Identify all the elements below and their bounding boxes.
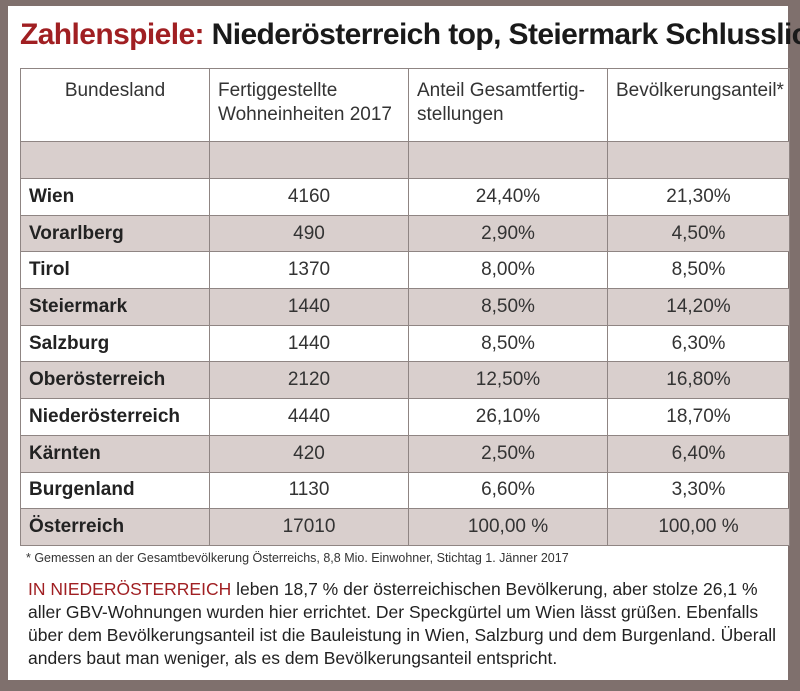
units-value: 4160 bbox=[209, 178, 409, 216]
article-paragraph: IN NIEDERÖSTERREICH leben 18,7 % der öst… bbox=[28, 578, 788, 670]
table-row: Wien 4160 24,40% 21,30% bbox=[20, 178, 790, 216]
population-value: 14,20% bbox=[607, 288, 790, 326]
share-value: 8,50% bbox=[408, 324, 608, 363]
table-row: Steiermark 1440 8,50% 14,20% bbox=[20, 288, 790, 326]
footnote: * Gemessen an der Gesamtbevölkerung Öste… bbox=[26, 551, 569, 565]
state-name: Oberösterreich bbox=[20, 361, 210, 400]
units-value: 1440 bbox=[209, 288, 409, 326]
state-name: Vorarlberg bbox=[20, 214, 210, 253]
units-value: 2120 bbox=[209, 361, 409, 400]
share-value: 6,60% bbox=[408, 471, 608, 510]
table-row: Niederösterreich 4440 26,10% 18,70% bbox=[20, 398, 790, 436]
state-name: Burgenland bbox=[20, 471, 210, 510]
population-value: 18,70% bbox=[607, 398, 790, 436]
state-name: Tirol bbox=[20, 251, 210, 290]
table-total-row: Österreich 17010 100,00 % 100,00 % bbox=[20, 508, 790, 546]
paragraph-text: leben 18,7 % der österreichischen Bevölk… bbox=[28, 579, 777, 668]
units-value: 1130 bbox=[209, 471, 409, 510]
units-value: 420 bbox=[209, 434, 409, 473]
housing-table: Bundesland Fertiggestellte Wohneinheiten… bbox=[20, 68, 790, 546]
headline-accent: Zahlenspiele: bbox=[20, 18, 205, 51]
table-spacer-row bbox=[20, 141, 790, 179]
population-value: 6,30% bbox=[607, 324, 790, 363]
share-value: 8,00% bbox=[408, 251, 608, 290]
table-row: Burgenland 1130 6,60% 3,30% bbox=[20, 471, 790, 510]
share-value: 24,40% bbox=[408, 178, 608, 216]
header-bevoelkerung: Bevölkerungsanteil* bbox=[607, 68, 790, 142]
population-value: 21,30% bbox=[607, 178, 790, 216]
share-value: 26,10% bbox=[408, 398, 608, 436]
table-row: Oberösterreich 2120 12,50% 16,80% bbox=[20, 361, 790, 400]
share-value: 2,90% bbox=[408, 214, 608, 253]
share-value: 12,50% bbox=[408, 361, 608, 400]
units-value: 490 bbox=[209, 214, 409, 253]
share-value: 8,50% bbox=[408, 288, 608, 326]
population-value: 6,40% bbox=[607, 434, 790, 473]
table-header-row: Bundesland Fertiggestellte Wohneinheiten… bbox=[20, 68, 790, 142]
state-name: Wien bbox=[20, 178, 210, 216]
state-name: Kärnten bbox=[20, 434, 210, 473]
population-value: 3,30% bbox=[607, 471, 790, 510]
population-value: 8,50% bbox=[607, 251, 790, 290]
table-row: Tirol 1370 8,00% 8,50% bbox=[20, 251, 790, 290]
table-row: Salzburg 1440 8,50% 6,30% bbox=[20, 324, 790, 363]
units-value: 4440 bbox=[209, 398, 409, 436]
state-name: Salzburg bbox=[20, 324, 210, 363]
units-value: 17010 bbox=[209, 508, 409, 546]
population-value: 100,00 % bbox=[607, 508, 790, 546]
share-value: 100,00 % bbox=[408, 508, 608, 546]
share-value: 2,50% bbox=[408, 434, 608, 473]
units-value: 1440 bbox=[209, 324, 409, 363]
article-card: Zahlenspiele: Niederösterreich top, Stei… bbox=[8, 6, 800, 680]
header-bundesland: Bundesland bbox=[20, 68, 210, 142]
header-anteil: Anteil Gesamtfertig- stellungen bbox=[408, 68, 608, 142]
population-value: 4,50% bbox=[607, 214, 790, 253]
table-row: Kärnten 420 2,50% 6,40% bbox=[20, 434, 790, 473]
headline-text: Niederösterreich top, Steiermark Schluss… bbox=[203, 18, 800, 51]
state-name: Niederösterreich bbox=[20, 398, 210, 436]
population-value: 16,80% bbox=[607, 361, 790, 400]
state-name: Steiermark bbox=[20, 288, 210, 326]
paragraph-lead: IN NIEDERÖSTERREICH bbox=[28, 579, 232, 599]
headline: Zahlenspiele: Niederösterreich top, Stei… bbox=[20, 18, 800, 52]
units-value: 1370 bbox=[209, 251, 409, 290]
header-fertiggestellt: Fertiggestellte Wohneinheiten 2017 bbox=[209, 68, 409, 142]
state-name: Österreich bbox=[20, 508, 210, 546]
table-row: Vorarlberg 490 2,90% 4,50% bbox=[20, 214, 790, 253]
